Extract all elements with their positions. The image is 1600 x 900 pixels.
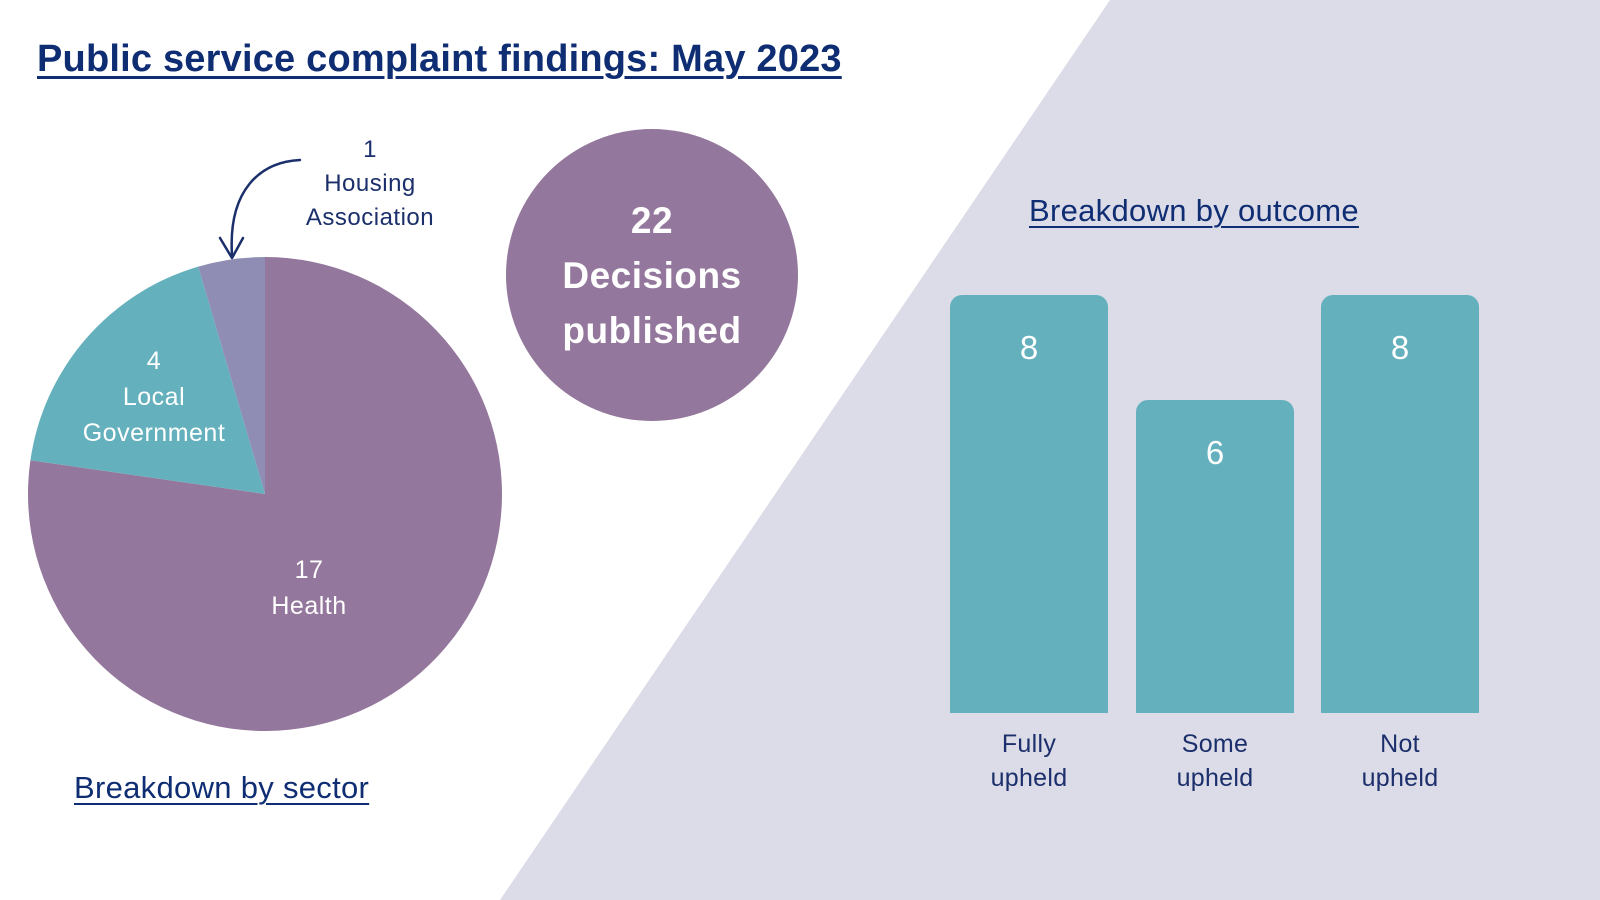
housing-value: 1 [363,136,377,163]
pie-slice-health [28,257,503,732]
pie-label-health: 17 Health [219,552,399,624]
page-title: Public service complaint findings: May 2… [37,38,842,80]
health-value: 17 [294,556,324,584]
pie-slices [28,257,503,732]
sector-pie-chart [28,158,503,732]
arrow-head-icon [218,236,245,260]
local-line2: Government [82,419,226,447]
health-line1: Health [271,592,347,620]
pie-slice-housing-association [198,257,265,494]
housing-line2: Association [305,204,435,231]
bar-fully-upheld: 8 [950,295,1108,713]
curved-arrow-icon [230,158,302,257]
local-line1: Local [122,383,186,411]
outcome-bar-chart: 8 6 8 [950,293,1480,713]
sector-heading: Breakdown by sector [74,770,370,805]
bar-some-upheld: 6 [1136,399,1294,713]
some-line1: Some [1181,730,1249,758]
bar-value-some-upheld: 6 [1205,433,1225,471]
decisions-published-badge: 22 Decisions published [506,129,798,421]
outcome-heading: Breakdown by outcome [1029,193,1359,228]
pie-slice-local-government [30,266,265,494]
local-value: 4 [146,347,162,375]
housing-arrow [218,158,302,260]
not-line2: upheld [1361,764,1439,792]
not-line1: Not [1380,730,1420,758]
bar-not-upheld: 8 [1321,295,1479,713]
bar-category-some-upheld: Some upheld [1136,727,1294,795]
bar-category-fully-upheld: Fully upheld [950,727,1108,795]
decisions-line2: published [562,309,742,351]
pie-label-local-government: 4 Local Government [54,343,254,451]
bar-category-not-upheld: Not upheld [1321,727,1479,795]
some-line2: upheld [1176,764,1254,792]
bar-value-fully-upheld: 8 [1019,329,1039,366]
bar-value-not-upheld: 8 [1390,329,1410,366]
pie-label-housing-association: 1 Housing Association [280,133,460,235]
housing-line1: Housing [324,170,416,197]
fully-line1: Fully [1001,730,1057,758]
fully-line2: upheld [990,764,1068,792]
decisions-line1: Decisions [562,254,742,296]
decisions-count: 22 [630,199,674,241]
